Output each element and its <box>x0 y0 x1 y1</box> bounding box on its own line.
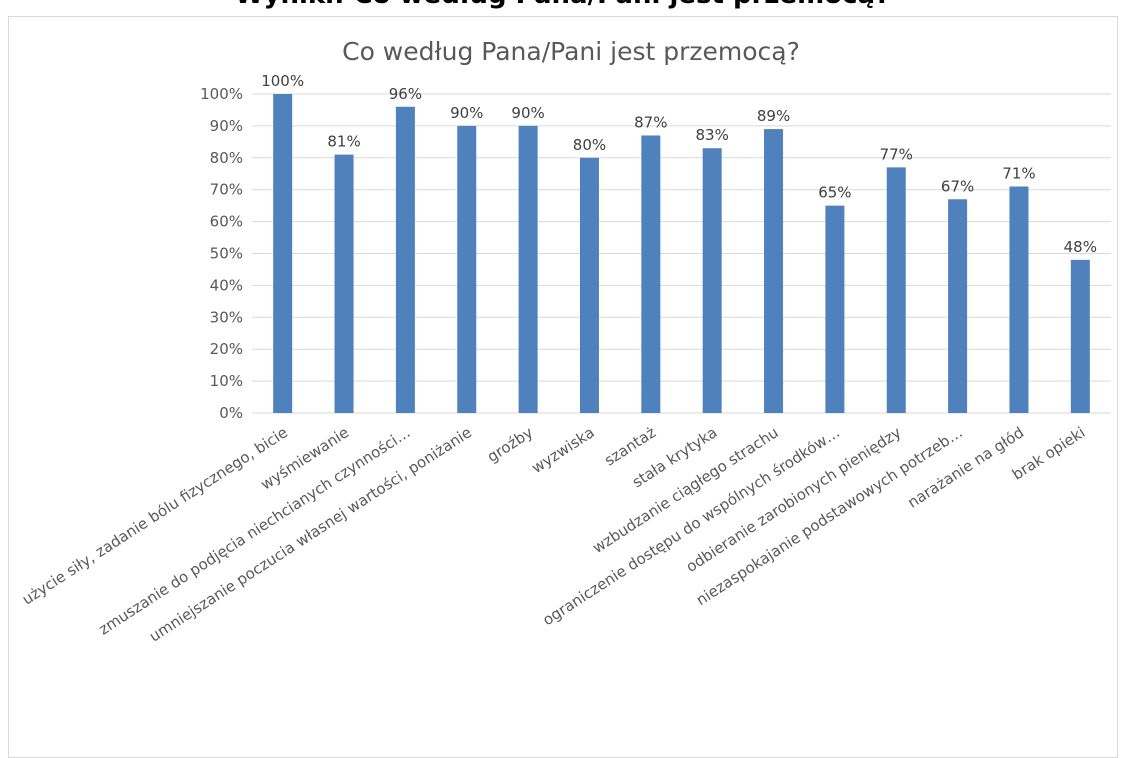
y-tick-label: 80% <box>210 149 243 167</box>
data-label: 77% <box>880 145 913 163</box>
data-label: 80% <box>573 136 606 154</box>
y-tick-label: 100% <box>200 85 243 103</box>
data-label: 65% <box>818 184 851 202</box>
y-tick-label: 10% <box>210 372 243 390</box>
bar <box>1009 186 1029 413</box>
y-tick-label: 70% <box>210 181 243 199</box>
gridlines <box>252 93 1111 414</box>
y-tick-label: 50% <box>210 245 243 263</box>
bar <box>457 125 477 414</box>
data-label: 87% <box>634 113 667 131</box>
data-label: 83% <box>696 126 729 144</box>
x-axis-category-labels: użycie siły, zadanie bólu fizycznego, bi… <box>19 423 1089 645</box>
y-tick-label: 60% <box>210 213 243 231</box>
data-label: 48% <box>1064 238 1097 256</box>
data-label: 71% <box>1002 165 1035 183</box>
y-tick-label: 90% <box>210 117 243 135</box>
data-label: 90% <box>450 104 483 122</box>
bar <box>702 148 722 414</box>
bar <box>1070 259 1090 413</box>
data-label: 96% <box>389 85 422 103</box>
document-header: Wyniki: Co według Pana/Pani jest przemoc… <box>0 0 1125 10</box>
y-tick-label: 20% <box>210 340 243 358</box>
bar <box>764 129 784 413</box>
bar-chart: Co według Pana/Pani jest przemocą? 0% 10%… <box>19 37 1111 646</box>
bar <box>579 157 599 413</box>
bar <box>948 199 968 413</box>
bar <box>886 167 906 413</box>
y-tick-label: 40% <box>210 276 243 294</box>
bar <box>641 135 661 413</box>
data-label: 81% <box>327 133 360 151</box>
y-axis-tick-labels: 0% 10% 20% 30% 40% 50% 60% 70% 80% 90% 100% <box>200 85 243 422</box>
bars <box>273 94 1090 414</box>
y-tick-label: 30% <box>210 308 243 326</box>
chart-title: Co według Pana/Pani jest przemocą? <box>342 37 800 66</box>
category-label: wyzwiska <box>528 423 597 477</box>
y-tick-label: 0% <box>219 404 243 422</box>
bar <box>334 154 354 414</box>
bar <box>518 125 538 414</box>
bar <box>395 106 415 413</box>
bar <box>825 205 845 413</box>
data-label: 89% <box>757 107 790 125</box>
data-label: 100% <box>261 72 304 90</box>
data-label: 90% <box>511 104 544 122</box>
category-label: narażanie na głód <box>904 423 1027 511</box>
data-label: 67% <box>941 177 974 195</box>
category-label: groźby <box>484 423 537 466</box>
chart-frame: Co według Pana/Pani jest przemocą? 0% 10%… <box>8 16 1118 758</box>
data-labels: 100% 81% 96% 90% 90% 80% 87% 83% 89% 65% 77% 67% 71%… <box>261 72 1097 256</box>
bar <box>273 94 293 413</box>
